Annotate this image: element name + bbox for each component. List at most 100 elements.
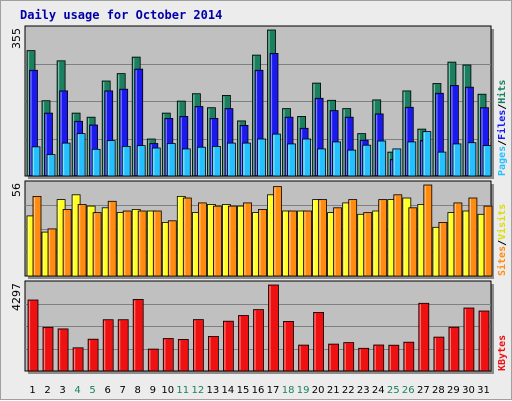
panel-legend: Sites/Visits	[496, 204, 508, 276]
bar-pages-day-8	[136, 145, 146, 177]
x-tick-label-day-30: 30	[462, 385, 475, 396]
bar-kbytes-day-24	[373, 344, 385, 372]
bar-kbytes-day-18	[283, 320, 294, 372]
bar-sites-day-6	[107, 200, 117, 277]
x-tick-label-day-18: 18	[282, 385, 295, 396]
bar-pages-day-3	[61, 142, 71, 177]
bar-kbytes-day-7	[117, 319, 129, 372]
bar-sites-day-20	[318, 199, 328, 277]
bar-sites-day-27	[423, 184, 433, 277]
bar-pages-day-20	[317, 148, 327, 177]
x-tick-label-day-2: 2	[44, 385, 50, 396]
legend-sites: Sites	[496, 246, 508, 276]
bar-pages-day-21	[332, 141, 342, 177]
legend-files: Files	[496, 110, 508, 140]
legend-separator: /	[497, 104, 508, 110]
bar-sites-day-11	[182, 197, 192, 277]
bar-sites-day-26	[408, 207, 418, 277]
bar-pages-day-27	[422, 131, 432, 177]
legend-separator: /	[497, 240, 508, 246]
bar-sites-day-4	[77, 204, 87, 277]
legend-kbytes: KBytes	[497, 335, 508, 371]
bar-kbytes-day-6	[102, 319, 114, 372]
x-tick-label-day-16: 16	[252, 385, 265, 396]
bar-sites-day-14	[227, 205, 237, 277]
bar-kbytes-day-28	[433, 336, 445, 372]
x-tick-label-day-21: 21	[327, 385, 340, 396]
x-tick-label-day-8: 8	[135, 385, 141, 396]
bar-sites-day-15	[243, 202, 252, 277]
x-tick-label-day-5: 5	[89, 385, 95, 396]
bar-pages-day-2	[46, 154, 56, 177]
bar-kbytes-day-8	[132, 298, 144, 372]
bar-pages-day-25	[392, 148, 402, 177]
bar-pages-day-10	[166, 143, 176, 177]
bar-kbytes-day-12	[192, 319, 204, 372]
x-tick-label-day-13: 13	[207, 385, 220, 396]
bar-sites-day-24	[378, 199, 388, 277]
x-tick-label-day-17: 17	[267, 385, 280, 396]
x-tick-label-day-22: 22	[342, 385, 355, 396]
x-tick-label-day-12: 12	[192, 385, 205, 396]
bar-sites-day-28	[438, 221, 448, 277]
bar-pages-day-24	[377, 140, 387, 177]
bar-sites-day-1	[32, 195, 42, 277]
x-tick-label-day-4: 4	[74, 385, 80, 396]
x-tick-label-day-15: 15	[237, 385, 250, 396]
bar-sites-day-17	[273, 186, 282, 277]
x-tick-label-day-25: 25	[387, 385, 400, 396]
bar-kbytes-day-20	[313, 311, 325, 372]
bar-sites-day-12	[197, 202, 207, 277]
x-tick-label-day-10: 10	[161, 385, 174, 396]
bar-sites-day-22	[348, 199, 358, 277]
bar-sites-day-30	[468, 197, 478, 277]
bar-kbytes-day-25	[388, 344, 400, 372]
x-tick-label-day-23: 23	[357, 385, 370, 396]
x-tick-label-day-1: 1	[29, 385, 35, 396]
bar-kbytes-day-9	[147, 348, 159, 372]
bar-pages-day-31	[482, 145, 492, 177]
bar-pages-day-11	[181, 148, 191, 177]
x-tick-label-day-31: 31	[477, 385, 490, 396]
bar-pages-day-6	[106, 140, 116, 177]
bar-kbytes-day-27	[418, 302, 430, 372]
bar-pages-day-18	[287, 143, 296, 177]
x-tick-label-day-26: 26	[402, 385, 415, 396]
bar-sites-day-2	[47, 228, 57, 277]
bar-pages-day-22	[347, 149, 357, 177]
bar-kbytes-day-31	[478, 310, 490, 372]
bar-kbytes-day-5	[87, 338, 99, 372]
x-tick-label-day-24: 24	[372, 385, 385, 396]
bar-pages-day-29	[452, 143, 462, 177]
bar-pages-day-16	[257, 138, 266, 177]
bar-sites-day-23	[363, 212, 373, 277]
x-tick-label-day-20: 20	[312, 385, 325, 396]
bar-pages-day-15	[242, 142, 251, 177]
bar-sites-day-10	[167, 220, 177, 277]
bar-sites-day-25	[393, 194, 403, 277]
bar-pages-day-26	[407, 141, 417, 177]
bar-kbytes-day-1	[27, 299, 39, 372]
x-tick-label-day-9: 9	[150, 385, 156, 396]
bar-kbytes-day-2	[42, 326, 54, 372]
bar-sites-day-31	[483, 205, 493, 277]
bar-kbytes-day-4	[72, 347, 84, 372]
bar-pages-day-17	[272, 133, 281, 177]
bar-kbytes-day-13	[207, 335, 219, 372]
legend-pages: Pages	[497, 146, 508, 176]
x-axis-day-labels: 1 2 3 4 5 6 7 8 9 10 11 12 13 14 15 16 17 18 19 20 21 22 23 24 2…	[29, 385, 490, 396]
x-tick-label-day-6: 6	[105, 385, 111, 396]
bar-pages-day-12	[196, 146, 206, 177]
x-tick-label-day-14: 14	[222, 385, 235, 396]
x-tick-label-day-19: 19	[297, 385, 310, 396]
bar-kbytes-day-11	[177, 338, 189, 372]
bar-kbytes-day-15	[238, 315, 249, 372]
bar-pages-day-19	[302, 138, 312, 177]
chart-title: Daily usage for October 2014	[20, 8, 222, 22]
bar-sites-day-7	[122, 210, 132, 277]
bar-sites-day-21	[333, 207, 343, 277]
bar-kbytes-day-29	[448, 326, 460, 372]
bar-kbytes-day-17	[268, 284, 279, 372]
